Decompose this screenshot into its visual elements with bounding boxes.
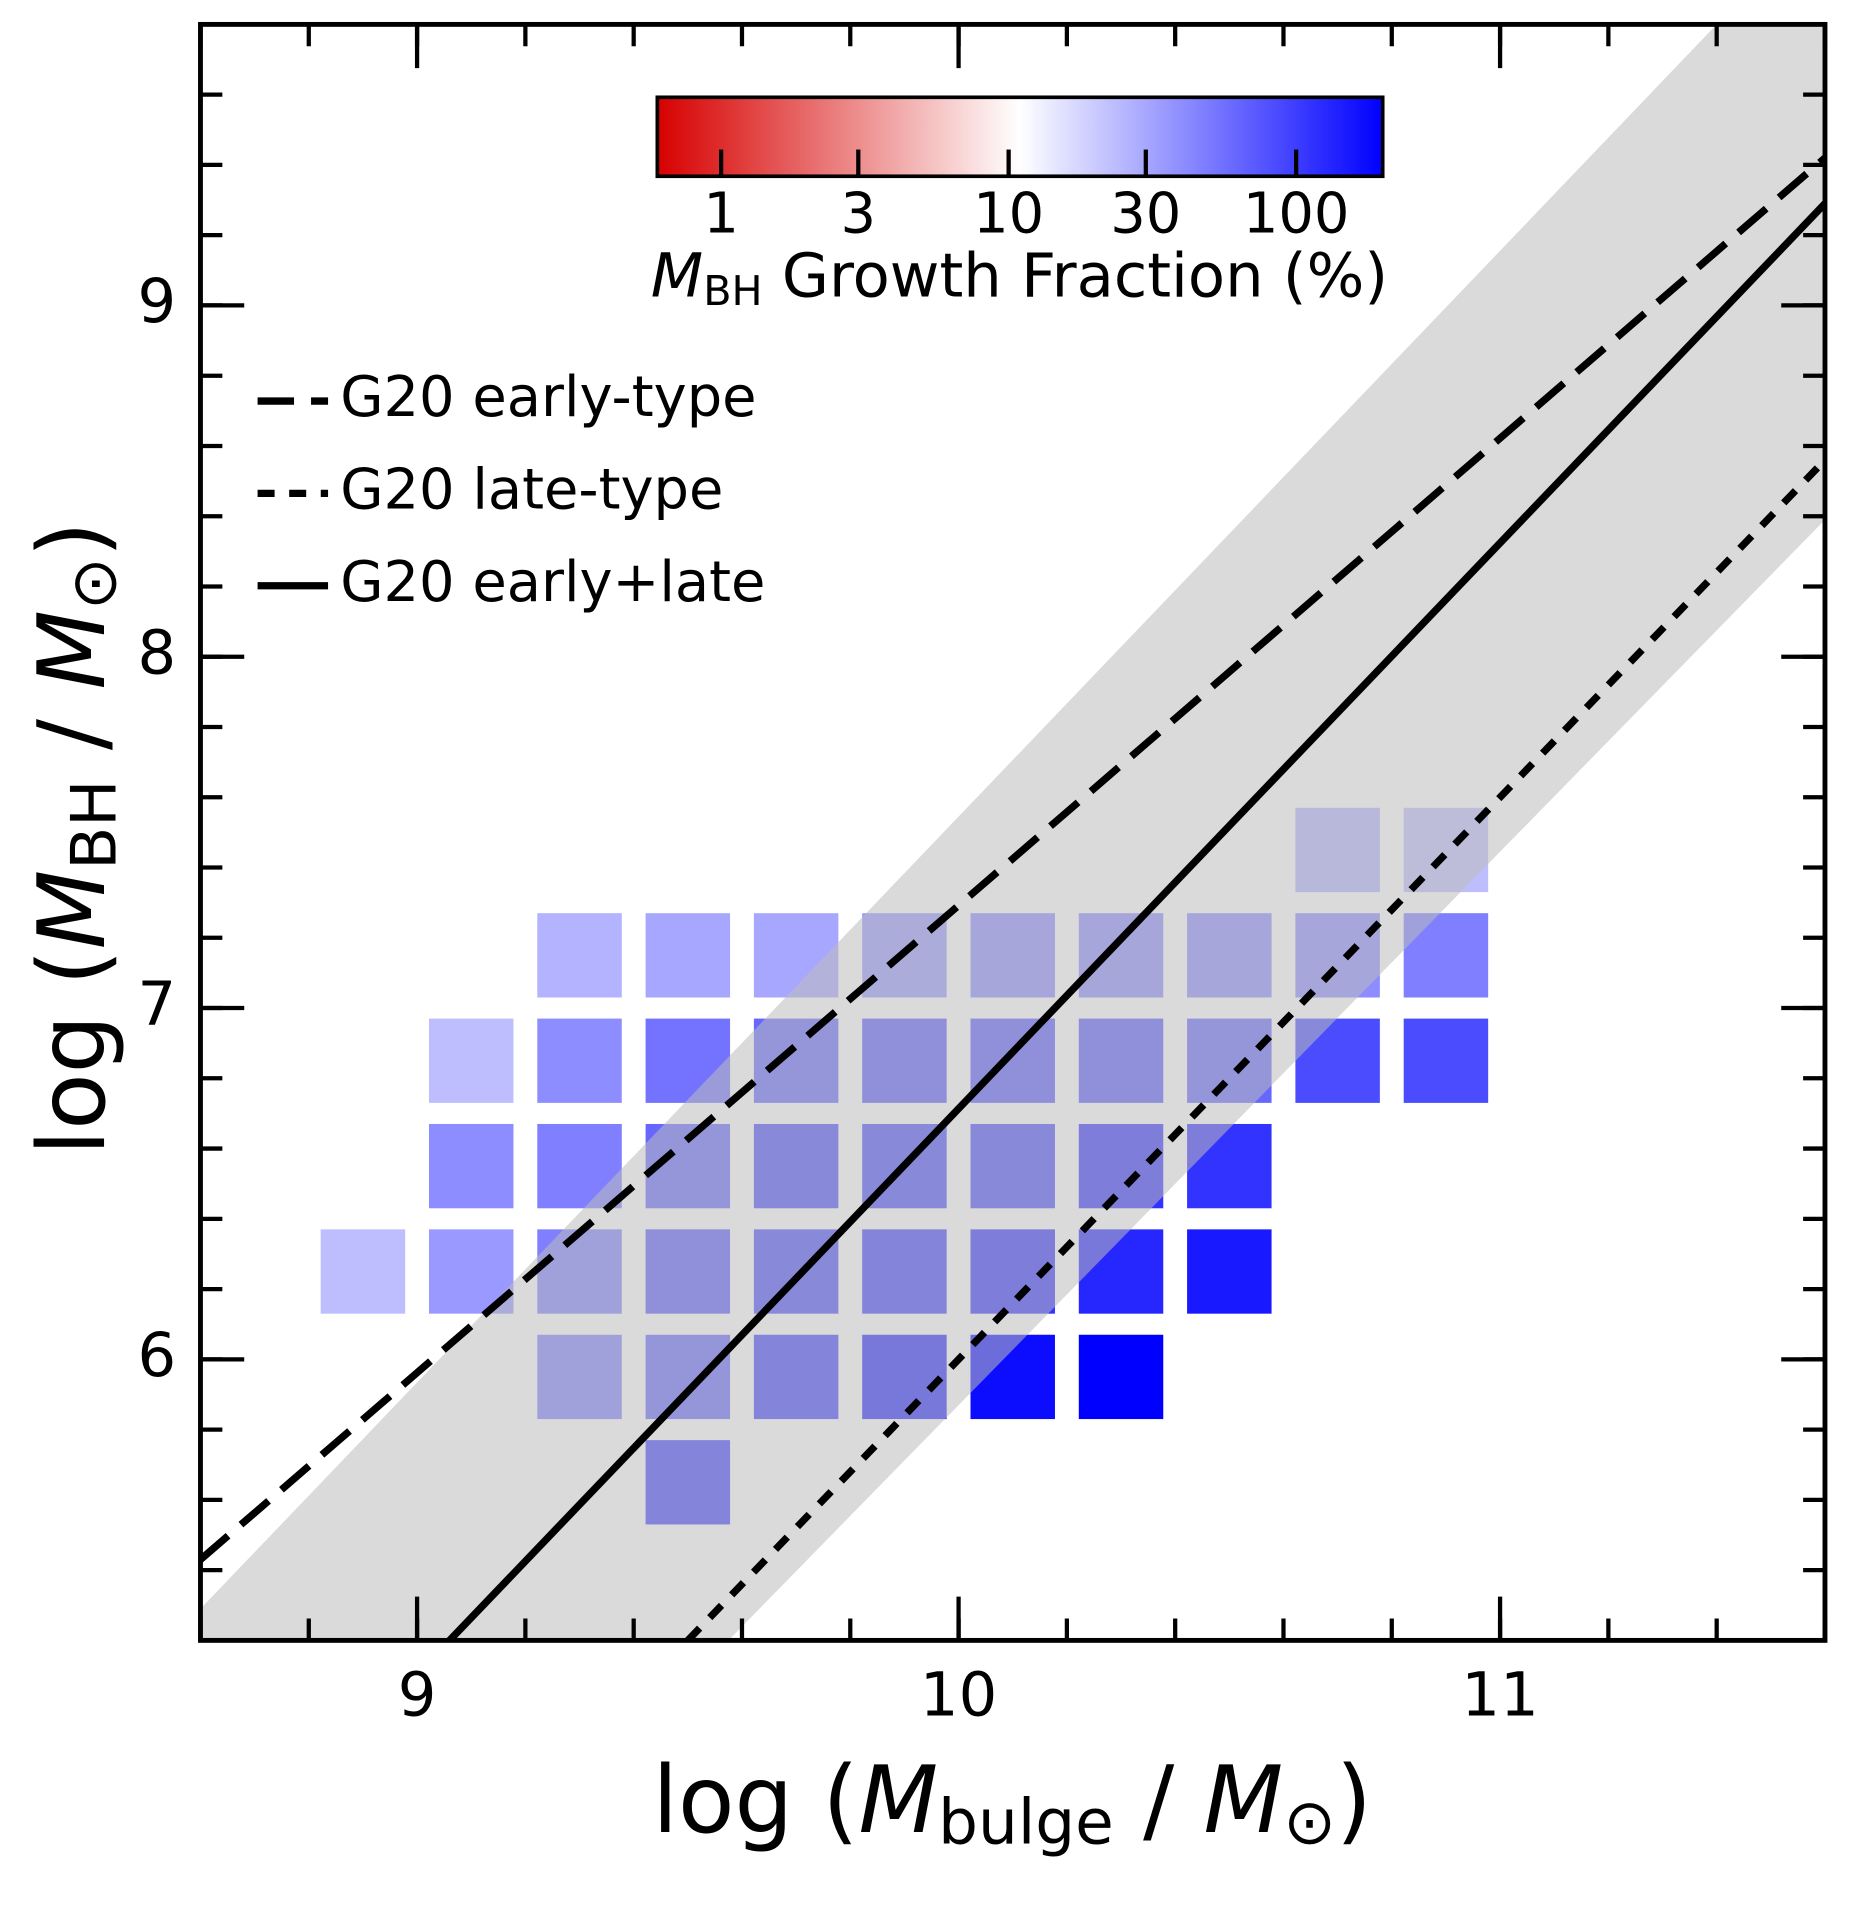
legend-label: G20 early-type [340, 365, 756, 430]
y-label-part: M [18, 870, 126, 950]
y-tick-label: 6 [138, 1321, 177, 1391]
y-label-part: ⊙ [58, 557, 131, 610]
x-label-part: / [1114, 1746, 1204, 1854]
colorbar-label-part: BH [703, 267, 762, 315]
colorbar-tick-label: 100 [1243, 182, 1350, 247]
scatter-band [200, 24, 1825, 1641]
legend-label: G20 early+late [340, 550, 765, 615]
x-label-part: M [859, 1746, 939, 1854]
heatmap-cell [428, 1018, 514, 1103]
heatmap-cell [645, 913, 731, 998]
colorbar-tick-label: 30 [1110, 182, 1181, 247]
x-label-part: M [1204, 1746, 1284, 1854]
y-label-part: M [18, 610, 126, 690]
colorbar-label-part: M [651, 241, 703, 311]
x-label-part: ) [1336, 1746, 1372, 1854]
x-label-part: log ( [652, 1746, 858, 1854]
heatmap-cell [320, 1229, 406, 1314]
heatmap-cell [428, 1123, 514, 1209]
x-tick-label: 11 [1461, 1660, 1538, 1730]
axes-frame [198, 21, 1828, 1643]
heatmap-cell [1403, 1018, 1489, 1103]
x-tick-label: 9 [398, 1660, 437, 1730]
heatmap-cell [1078, 1334, 1164, 1420]
colorbar-tick-label: 3 [841, 182, 877, 247]
colorbar-label: MBH Growth Fraction (%) [651, 241, 1388, 315]
plot-area [200, 24, 1825, 1641]
y-tick-label: 7 [138, 970, 177, 1040]
overlay: G20 early-type G20 late-type G20 early+lat… [138, 21, 1828, 1730]
colorbar-tick-label: 1 [703, 182, 739, 247]
y-label-part: BH [58, 779, 131, 869]
heatmap-cell [537, 1018, 622, 1103]
legend-label: G20 late-type [340, 458, 723, 523]
relation-line [685, 457, 1825, 1641]
x-tick-label: 10 [920, 1660, 997, 1730]
y-label-part: ) [18, 521, 126, 557]
heatmap-cell [537, 913, 622, 998]
y-label-part: log ( [18, 949, 126, 1155]
y-tick-label: 9 [138, 267, 177, 337]
colorbar-label-part: Growth Fraction (%) [763, 241, 1388, 311]
colorbar [655, 95, 1385, 179]
y-axis-label: log (MBH / M⊙) [18, 521, 130, 1155]
y-tick-label: 8 [138, 618, 177, 688]
relation-line [446, 201, 1825, 1641]
x-label-part: bulge [938, 1785, 1114, 1858]
x-label-part: ⊙ [1283, 1785, 1336, 1858]
x-axis-label: log (Mbulge / M⊙) [652, 1746, 1371, 1858]
y-label-part: / [18, 690, 126, 780]
heatmap-cell [1187, 1229, 1272, 1314]
relation-line [200, 155, 1825, 1563]
colorbar-tick-label: 10 [973, 182, 1044, 247]
